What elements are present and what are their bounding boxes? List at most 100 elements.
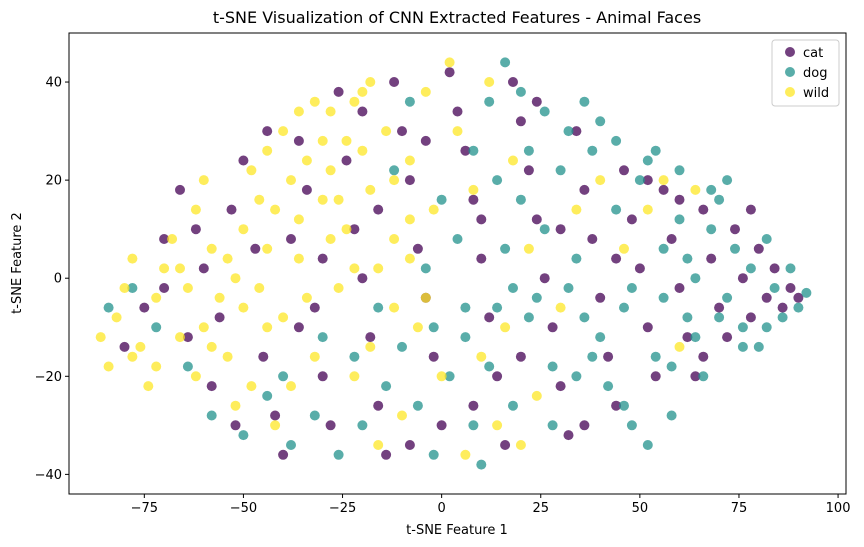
y-tick-label: −20 (35, 370, 62, 385)
data-point-cat (508, 77, 518, 87)
data-point-dog (658, 292, 669, 303)
data-point-cat (262, 126, 273, 137)
data-point-cat (785, 283, 796, 293)
data-point-wild (278, 126, 289, 137)
data-point-dog (381, 381, 392, 392)
data-point-wild (389, 234, 400, 244)
data-point-wild (95, 332, 106, 343)
x-tick-label: −25 (329, 501, 356, 516)
data-point-wild (182, 283, 193, 293)
data-point-wild (404, 253, 415, 264)
data-point-cat (309, 302, 320, 313)
legend-label-dog: dog (803, 66, 827, 81)
data-point-cat (381, 449, 392, 460)
data-point-cat (139, 302, 150, 313)
legend-marker-dog (785, 67, 795, 77)
data-point-dog (523, 312, 534, 323)
plot-border (68, 32, 847, 495)
data-point-dog (492, 302, 503, 313)
data-point-cat (523, 165, 534, 176)
data-point-cat (397, 126, 407, 137)
data-point-dog (793, 302, 804, 313)
data-point-wild (397, 410, 407, 421)
data-point-dog (706, 184, 717, 195)
data-point-dog (531, 292, 542, 303)
data-point-cat (341, 155, 352, 166)
x-tick-label: −50 (230, 501, 257, 516)
data-point-dog (515, 194, 526, 205)
data-point-wild (642, 204, 653, 215)
data-point-wild (238, 224, 249, 235)
data-point-wild (531, 390, 542, 401)
data-point-cat (468, 400, 479, 411)
data-point-cat (745, 204, 756, 215)
data-point-wild (309, 351, 320, 362)
data-point-cat (761, 292, 772, 303)
data-point-wild (301, 292, 312, 303)
data-point-wild (143, 381, 154, 392)
data-point-dog (650, 351, 661, 362)
data-point-dog (745, 263, 756, 274)
data-point-cat (753, 243, 764, 254)
data-point-dog (349, 351, 360, 362)
data-point-cat (444, 67, 455, 78)
data-point-cat (476, 253, 487, 264)
data-point-wild (500, 322, 511, 333)
data-point-dog (563, 283, 574, 293)
data-point-cat (159, 234, 170, 244)
legend-marker-cat (785, 47, 795, 57)
data-point-wild (508, 155, 518, 166)
data-point-cat (420, 135, 431, 146)
data-point-wild (190, 371, 201, 382)
data-point-dog (682, 253, 693, 264)
data-point-cat (436, 420, 447, 431)
data-point-cat (317, 371, 328, 382)
data-point-cat (175, 184, 185, 195)
x-tick-label: 50 (632, 501, 649, 516)
data-point-dog (182, 361, 193, 372)
data-point-wild (293, 214, 304, 225)
data-point-cat (159, 283, 170, 293)
chart-title: t-SNE Visualization of CNN Extracted Fea… (213, 8, 701, 27)
data-point-wild (365, 77, 376, 87)
data-point-cat (611, 400, 622, 411)
legend-marker-wild (785, 87, 795, 97)
data-point-cat (603, 351, 614, 362)
data-point-cat (182, 332, 193, 343)
data-point-dog (690, 273, 701, 284)
data-point-cat (722, 332, 733, 343)
data-point-wild (389, 302, 400, 313)
legend: cat dog wild (771, 39, 840, 107)
data-point-wild (476, 351, 487, 362)
data-point-dog (476, 459, 487, 470)
data-point-dog (730, 243, 740, 254)
data-point-wild (103, 361, 114, 372)
data-point-wild (214, 292, 225, 303)
data-point-wild (349, 96, 360, 107)
data-point-cat (737, 273, 748, 284)
data-point-wild (246, 165, 257, 176)
data-point-dog (317, 332, 328, 343)
data-point-dog (579, 312, 590, 323)
data-point-wild (389, 175, 400, 186)
data-point-wild (246, 381, 257, 392)
data-point-dog (666, 361, 677, 372)
data-point-wild (349, 371, 360, 382)
data-point-cat (460, 145, 471, 156)
data-point-wild (309, 96, 320, 107)
data-point-dog (508, 400, 518, 411)
data-point-dog (206, 410, 217, 421)
data-point-dog (666, 410, 677, 421)
data-point-cat (226, 204, 237, 215)
data-point-cat (579, 420, 590, 431)
data-point-wild (357, 86, 368, 97)
data-point-cat (452, 106, 463, 117)
data-point-wild (341, 224, 352, 235)
data-point-cat (214, 312, 225, 323)
data-point-wild (230, 273, 241, 284)
data-point-cat (206, 381, 217, 392)
data-point-cat (777, 302, 788, 313)
data-point-cat (555, 381, 566, 392)
data-point-wild (381, 126, 392, 137)
data-point-dog (468, 420, 479, 431)
